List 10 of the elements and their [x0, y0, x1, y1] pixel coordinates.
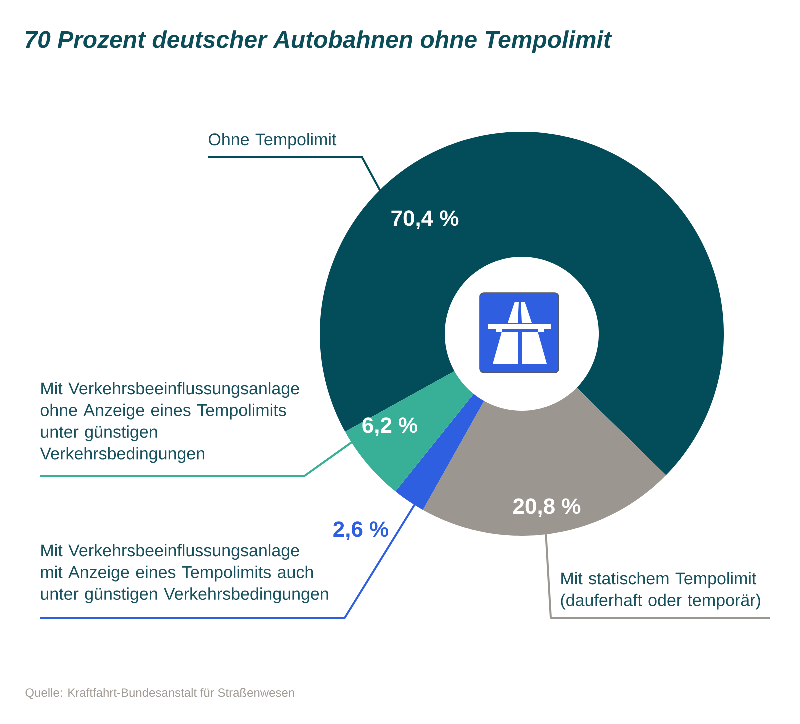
slice-label: Mit Verkehrsbeeinflussungsanlage ohne Anzeige eines Tempolimits unter günstigen Verkehrsbedingungen	[40, 382, 300, 464]
data-label: 6,2 %	[362, 418, 418, 436]
data-label: 70,4 %	[392, 210, 459, 230]
source-note: Quelle: Kraftfahrt-Bundesanstalt für Straßenwesen	[26, 688, 294, 700]
data-label: 20,8 %	[514, 498, 581, 518]
slice-label: Ohne Tempolimit	[209, 133, 337, 150]
slice-label: Mit Verkehrsbeeinflussungsanlage mit Anzeige eines Tempolimits auch unter günstigen Verkehrsbedingungen	[41, 544, 328, 604]
data-label: 2,6 %	[334, 522, 389, 540]
chart-title: 70 Prozent deutscher Autobahnen ohne Tempolimit	[26, 30, 612, 53]
slice-label: Mit statischem Tempolimit (dauferhaft oder temporär)	[561, 572, 760, 610]
